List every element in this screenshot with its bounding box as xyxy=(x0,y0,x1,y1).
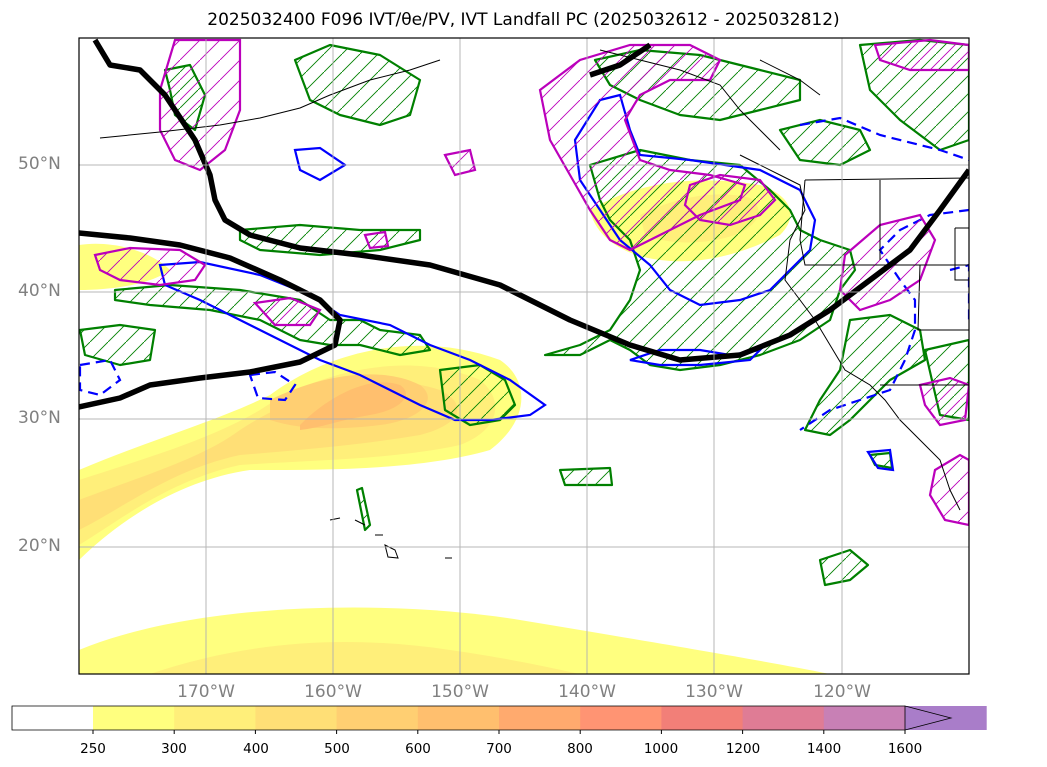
coastlines xyxy=(99,49,969,559)
longitude-label: 160°W xyxy=(304,682,362,702)
colorbar-tick-label: 250 xyxy=(80,741,106,757)
longitude-label: 170°W xyxy=(177,682,235,702)
colorbar-segment xyxy=(661,706,744,730)
colorbar-tick-label: 600 xyxy=(405,741,431,757)
latitude-label: 20°N xyxy=(18,536,61,556)
colorbar-tick-label: 1400 xyxy=(806,741,842,757)
colorbar-tick-label: 400 xyxy=(243,741,269,757)
colorbar-segment xyxy=(823,706,906,730)
colorbar-tick-label: 500 xyxy=(324,741,350,757)
longitude-label: 120°W xyxy=(813,682,871,702)
latitude-label: 30°N xyxy=(18,408,61,428)
colorbar-segment-below xyxy=(12,706,93,730)
theta-e-contours xyxy=(79,38,969,410)
colorbar-segment xyxy=(255,706,338,730)
longitude-label: 130°W xyxy=(685,682,743,702)
latitude-label: 50°N xyxy=(18,154,61,174)
colorbar-tick-label: 1000 xyxy=(643,741,679,757)
colorbar-tick-label: 300 xyxy=(161,741,187,757)
longitude-label: 140°W xyxy=(558,682,616,702)
colorbar-segment xyxy=(742,706,825,730)
colorbar-extend-arrow xyxy=(904,705,953,731)
colorbar-segment xyxy=(174,706,256,730)
colorbar-segment xyxy=(580,706,662,730)
colorbar-segment xyxy=(336,706,419,730)
latitude-label: 40°N xyxy=(18,281,61,301)
figure-title: 2025032400 F096 IVT/θe/PV, IVT Landfall … xyxy=(207,10,840,30)
longitude-label: 150°W xyxy=(431,682,489,702)
colorbar xyxy=(11,705,987,734)
colorbar-tick-label: 700 xyxy=(486,741,512,757)
colorbar-segment xyxy=(93,706,175,730)
colorbar-segment xyxy=(499,706,581,730)
colorbar-tick-label: 1600 xyxy=(887,741,923,757)
colorbar-tick-label: 800 xyxy=(567,741,593,757)
colorbar-segment xyxy=(417,706,500,730)
colorbar-outline xyxy=(11,705,905,731)
colorbar-tick-label: 1200 xyxy=(725,741,761,757)
gridlines xyxy=(79,38,969,674)
